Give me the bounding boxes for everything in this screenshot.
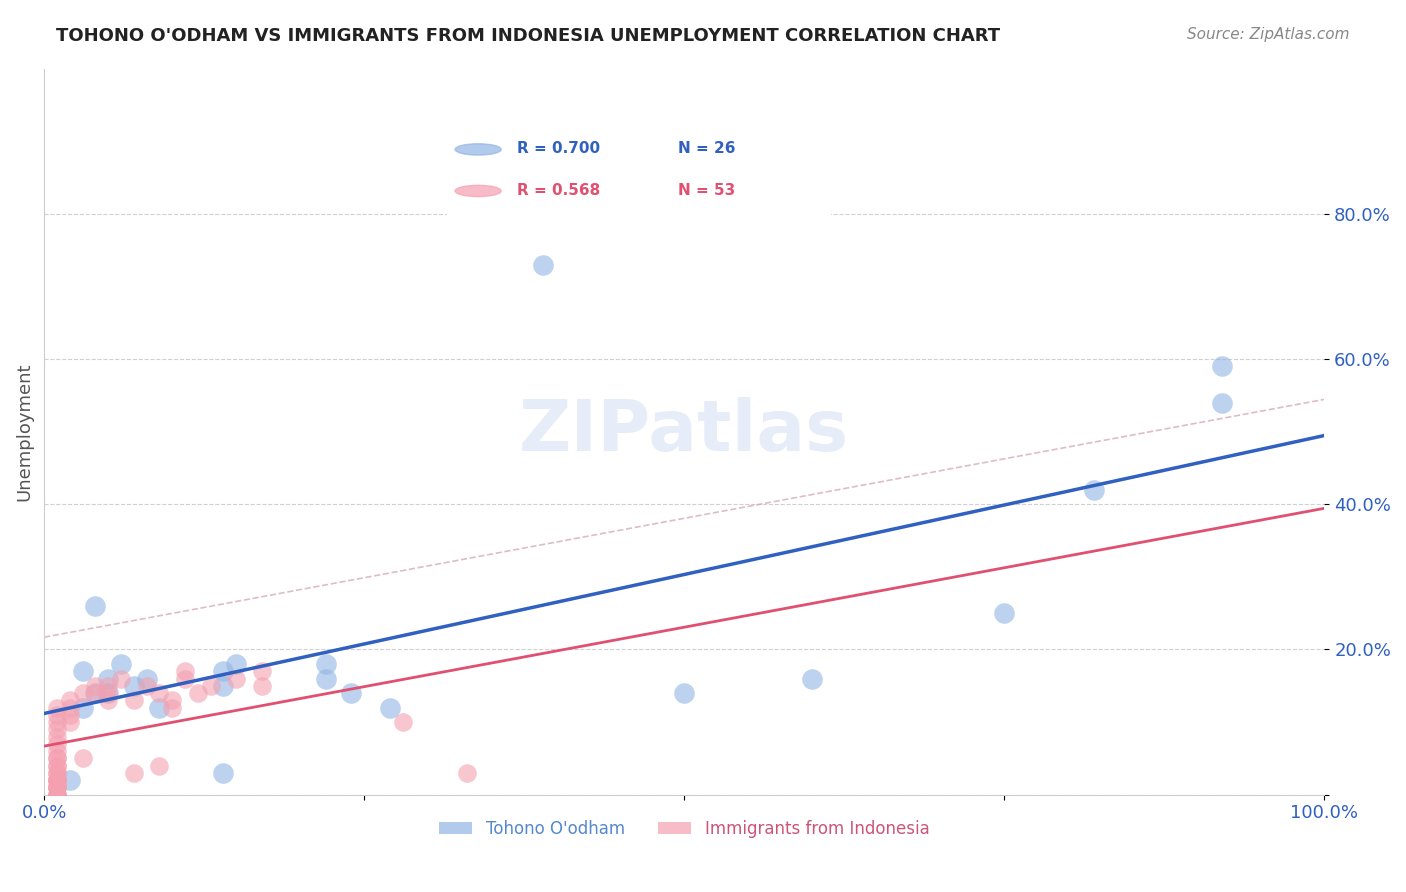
Point — [673, 686, 696, 700]
Point — [45, 773, 67, 788]
Point — [72, 665, 94, 679]
Point — [391, 715, 413, 730]
Point — [59, 707, 82, 722]
Point — [801, 672, 824, 686]
Point — [97, 686, 120, 700]
Legend: Tohono O'odham, Immigrants from Indonesia: Tohono O'odham, Immigrants from Indonesi… — [432, 814, 936, 845]
Point — [110, 657, 132, 671]
Point — [84, 599, 107, 613]
Point — [45, 758, 67, 772]
Point — [45, 773, 67, 788]
Point — [84, 679, 107, 693]
Point — [72, 686, 94, 700]
Point — [148, 700, 170, 714]
Point — [160, 700, 183, 714]
Point — [148, 686, 170, 700]
Point — [97, 686, 120, 700]
Point — [72, 700, 94, 714]
Point — [45, 737, 67, 751]
Point — [533, 258, 555, 272]
Point — [45, 707, 67, 722]
Point — [45, 780, 67, 795]
Text: TOHONO O'ODHAM VS IMMIGRANTS FROM INDONESIA UNEMPLOYMENT CORRELATION CHART: TOHONO O'ODHAM VS IMMIGRANTS FROM INDONE… — [56, 27, 1000, 45]
Point — [200, 679, 222, 693]
Point — [340, 686, 363, 700]
Point — [315, 672, 337, 686]
Point — [225, 672, 247, 686]
Point — [45, 744, 67, 758]
Text: ZIPatlas: ZIPatlas — [519, 397, 849, 467]
Point — [1211, 359, 1233, 374]
Point — [84, 686, 107, 700]
Point — [97, 693, 120, 707]
Point — [97, 672, 120, 686]
Point — [45, 788, 67, 802]
Point — [84, 686, 107, 700]
Point — [45, 773, 67, 788]
Point — [59, 715, 82, 730]
Point — [315, 657, 337, 671]
Point — [212, 679, 235, 693]
Point — [212, 766, 235, 780]
Point — [45, 715, 67, 730]
Point — [45, 700, 67, 714]
Point — [45, 788, 67, 802]
Point — [174, 665, 197, 679]
Point — [122, 693, 145, 707]
Point — [1211, 395, 1233, 409]
Point — [160, 693, 183, 707]
Point — [45, 788, 67, 802]
Point — [59, 700, 82, 714]
Point — [45, 780, 67, 795]
Point — [122, 766, 145, 780]
Point — [225, 657, 247, 671]
Point — [97, 679, 120, 693]
Point — [45, 751, 67, 765]
Point — [72, 751, 94, 765]
Point — [45, 788, 67, 802]
Point — [993, 606, 1015, 620]
Point — [456, 766, 478, 780]
Point — [110, 672, 132, 686]
Point — [174, 672, 197, 686]
Y-axis label: Unemployment: Unemployment — [15, 362, 32, 501]
Point — [59, 773, 82, 788]
Point — [45, 723, 67, 737]
Point — [378, 700, 401, 714]
Point — [122, 679, 145, 693]
Point — [45, 773, 67, 788]
Point — [212, 665, 235, 679]
Point — [250, 665, 273, 679]
Point — [135, 672, 157, 686]
Point — [59, 693, 82, 707]
Point — [45, 751, 67, 765]
Point — [250, 679, 273, 693]
Point — [45, 780, 67, 795]
Point — [187, 686, 209, 700]
Point — [135, 679, 157, 693]
Point — [45, 766, 67, 780]
Point — [45, 758, 67, 772]
Point — [148, 758, 170, 772]
Point — [45, 730, 67, 744]
Point — [45, 780, 67, 795]
Point — [45, 766, 67, 780]
Text: Source: ZipAtlas.com: Source: ZipAtlas.com — [1187, 27, 1350, 42]
Point — [1083, 483, 1105, 497]
